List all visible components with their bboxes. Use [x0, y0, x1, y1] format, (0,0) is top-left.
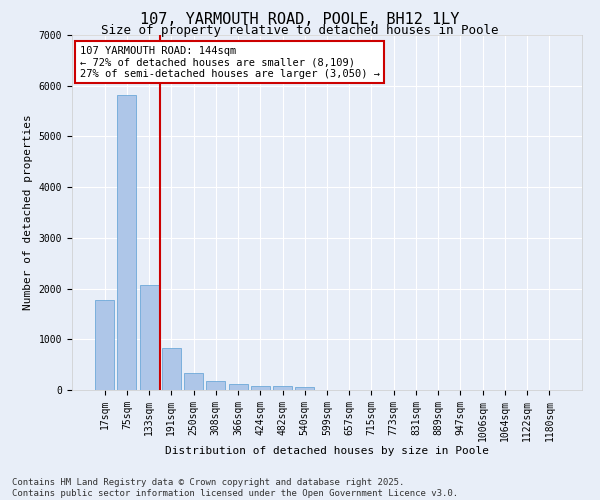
Bar [251, 386, 270, 390]
Bar [273, 386, 292, 390]
Bar [95, 300, 114, 390]
Text: Size of property relative to detached houses in Poole: Size of property relative to detached ho… [101, 24, 499, 37]
Bar [140, 284, 158, 390]
Y-axis label: Number of detached properties: Number of detached properties [23, 114, 33, 310]
Bar [295, 388, 314, 390]
Bar [184, 373, 203, 390]
Bar [118, 95, 136, 390]
Text: Contains HM Land Registry data © Crown copyright and database right 2025.
Contai: Contains HM Land Registry data © Crown c… [12, 478, 458, 498]
Bar [206, 381, 225, 390]
Text: 107, YARMOUTH ROAD, POOLE, BH12 1LY: 107, YARMOUTH ROAD, POOLE, BH12 1LY [140, 12, 460, 28]
Bar [162, 348, 181, 390]
X-axis label: Distribution of detached houses by size in Poole: Distribution of detached houses by size … [165, 446, 489, 456]
Bar [229, 384, 248, 390]
Text: 107 YARMOUTH ROAD: 144sqm
← 72% of detached houses are smaller (8,109)
27% of se: 107 YARMOUTH ROAD: 144sqm ← 72% of detac… [80, 46, 380, 79]
